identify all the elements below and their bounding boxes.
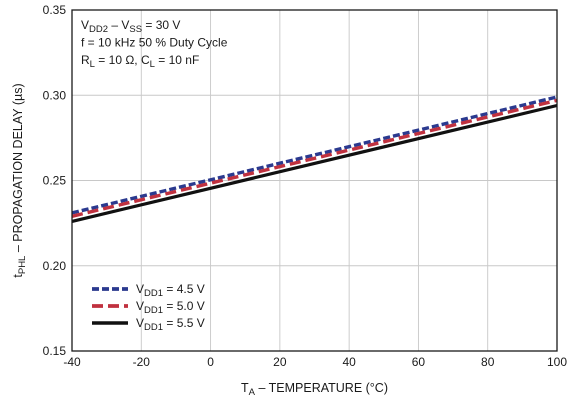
y-axis-label-part-1: PHL [17, 256, 28, 274]
y-tick-label-2: 0.25 [43, 174, 67, 188]
tick-labels: -40 -20 0 20 40 60 80 100 0.15 0.20 0.25 0.30 0.35 [43, 3, 568, 369]
legend-label-2-part-2: = 5.5 V [163, 316, 205, 330]
note-line-0-part-4: = 30 V [142, 18, 180, 32]
x-tick-label-4: 40 [342, 355, 356, 369]
y-axis-label-part-2: – PROPAGATION DELAY (µs) [11, 83, 25, 255]
y-tick-label-3: 0.30 [43, 88, 67, 102]
note-line-0-part-1: DD2 [89, 24, 108, 35]
series-line-0 [71, 95, 558, 215]
note-line-1-part-0: f = 10 kHz 50 % Duty Cycle [81, 36, 228, 50]
note-line-2-part-2: = 10 Ω, C [95, 53, 150, 67]
legend-label-0-part-2: = 4.5 V [163, 282, 205, 296]
legend-label-1-part-1: DD1 [144, 305, 163, 316]
condition-notes: VDD2 – VSS = 30 Vf = 10 kHz 50 % Duty Cy… [81, 18, 228, 70]
legend-label-1: VDD1 = 5.0 V [136, 299, 205, 316]
x-tick-label-1: -20 [133, 355, 151, 369]
note-line-0: VDD2 – VSS = 30 V [81, 18, 180, 35]
x-tick-label-5: 60 [412, 355, 426, 369]
note-line-2: RL = 10 Ω, CL = 10 nF [81, 53, 199, 70]
note-line-2-part-0: R [81, 53, 90, 67]
x-tick-label-7: 100 [547, 355, 567, 369]
legend-label-0-part-1: DD1 [144, 288, 163, 299]
series-line-1 [71, 98, 558, 218]
y-tick-label-0: 0.15 [43, 344, 67, 358]
note-line-0-part-0: V [81, 18, 89, 32]
note-line-1: f = 10 kHz 50 % Duty Cycle [81, 36, 228, 50]
series-line-2 [71, 103, 558, 223]
y-tick-label-1: 0.20 [43, 259, 67, 273]
legend-label-2: VDD1 = 5.5 V [136, 316, 205, 333]
note-line-0-part-3: SS [129, 24, 142, 35]
note-line-2-part-3: L [150, 59, 155, 70]
note-line-2-part-1: L [90, 59, 95, 70]
y-axis-label: tPHL – PROPAGATION DELAY (µs) [11, 83, 28, 277]
y-axis-label-part-0: t [11, 274, 25, 278]
legend-label-1-part-0: V [136, 299, 144, 313]
series-layer [71, 95, 558, 223]
legend-label-0: VDD1 = 4.5 V [136, 282, 205, 299]
x-axis-label-part-0: T [241, 381, 249, 395]
legend-label-2-part-0: V [136, 316, 144, 330]
x-axis-label: TA – TEMPERATURE (°C) [241, 381, 388, 398]
note-line-0-part-2: – V [108, 18, 129, 32]
y-tick-label-4: 0.35 [43, 3, 67, 17]
x-tick-label-2: 0 [207, 355, 214, 369]
note-line-2-part-4: = 10 nF [155, 53, 199, 67]
x-tick-label-0: -40 [63, 355, 81, 369]
legend-label-0-part-0: V [136, 282, 144, 296]
legend-label-1-part-2: = 5.0 V [163, 299, 205, 313]
x-axis-label-part-2: – TEMPERATURE (°C) [255, 381, 388, 395]
x-tick-label-6: 80 [481, 355, 495, 369]
legend-label-2-part-1: DD1 [144, 322, 163, 333]
x-tick-label-3: 20 [273, 355, 287, 369]
x-axis-label-part-1: A [249, 387, 256, 398]
plot-frame [71, 9, 558, 352]
